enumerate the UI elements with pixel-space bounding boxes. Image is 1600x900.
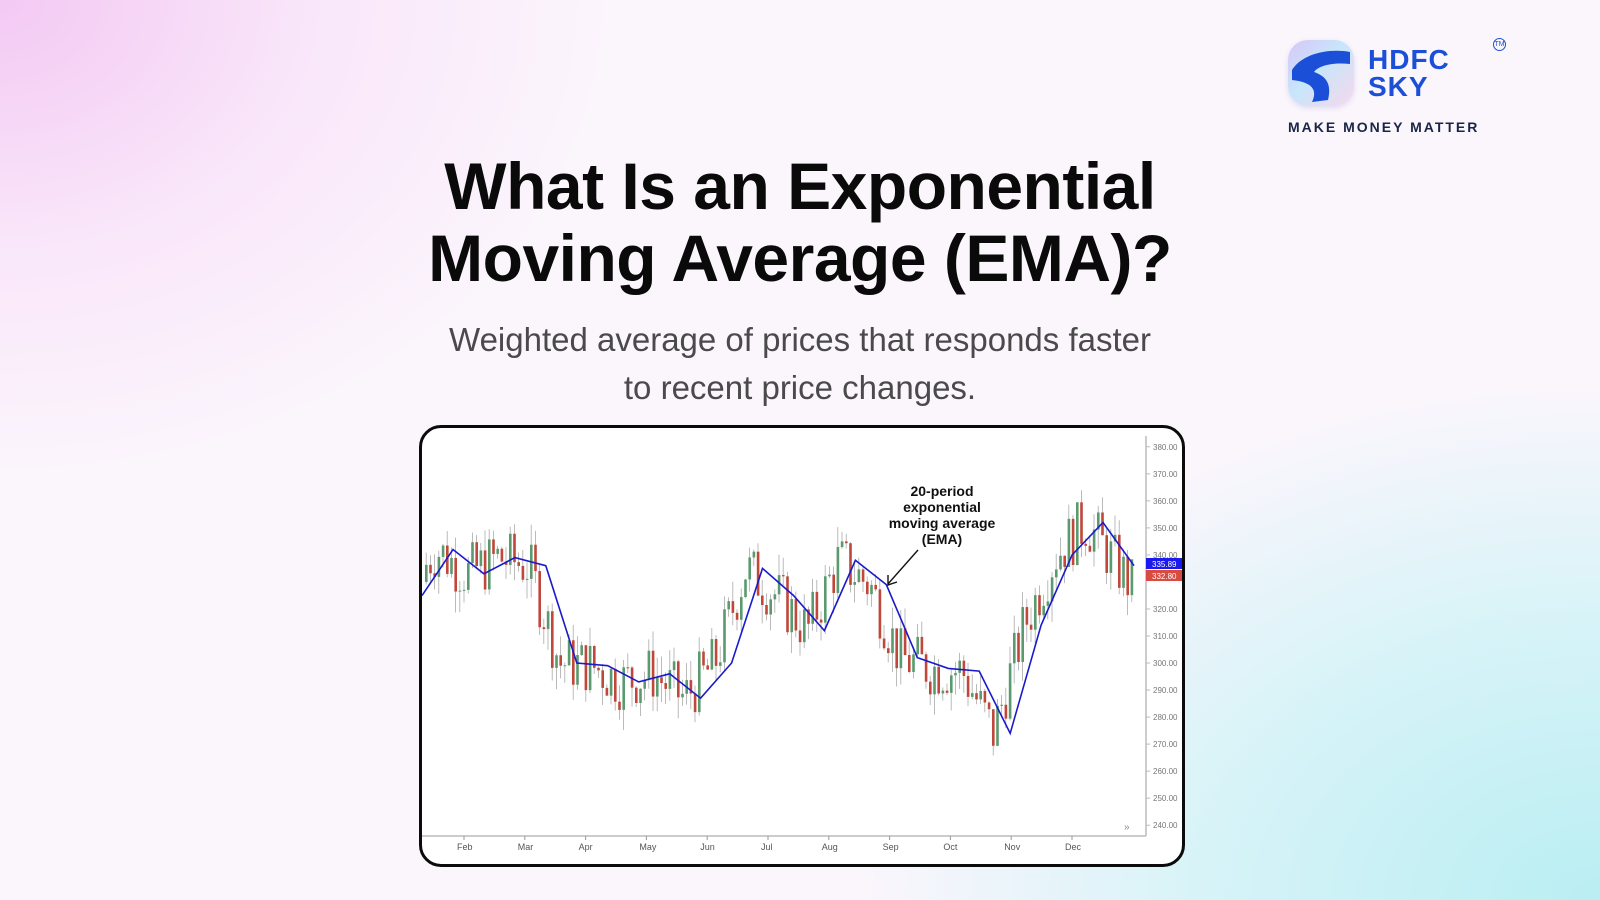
svg-text:350.00: 350.00 xyxy=(1153,524,1178,533)
subtitle-line-1: Weighted average of prices that responds… xyxy=(449,321,1151,358)
annotation-line-3: moving average xyxy=(888,515,996,531)
svg-text:May: May xyxy=(639,842,657,852)
svg-text:Sep: Sep xyxy=(883,842,899,852)
svg-text:Aug: Aug xyxy=(822,842,838,852)
brand-logo: HDFC SKY TM xyxy=(1288,38,1508,140)
annotation-line-1: 20-period xyxy=(910,483,974,499)
svg-text:332.80: 332.80 xyxy=(1152,572,1177,581)
svg-text:310.00: 310.00 xyxy=(1153,632,1178,641)
brand-name-line1: HDFC xyxy=(1368,44,1450,75)
svg-text:340.00: 340.00 xyxy=(1153,551,1178,560)
svg-text:270.00: 270.00 xyxy=(1153,740,1178,749)
brand-name: HDFC SKY xyxy=(1368,44,1450,102)
svg-text:335.89: 335.89 xyxy=(1152,560,1177,569)
svg-text:300.00: 300.00 xyxy=(1153,659,1178,668)
svg-text:»: » xyxy=(1124,822,1130,833)
svg-text:Mar: Mar xyxy=(518,842,534,852)
chart-canvas: 380.00 370.00 360.00 350.00 340.00 320.00 310.… xyxy=(422,436,1182,852)
svg-text:Apr: Apr xyxy=(579,842,593,852)
svg-text:Dec: Dec xyxy=(1065,842,1082,852)
subtitle-line-2: to recent price changes. xyxy=(623,369,977,406)
ema-chart: 380.00 370.00 360.00 350.00 340.00 320.00 310.… xyxy=(419,425,1185,867)
svg-text:Oct: Oct xyxy=(943,842,958,852)
svg-text:290.00: 290.00 xyxy=(1153,686,1178,695)
svg-text:380.00: 380.00 xyxy=(1153,443,1178,452)
brand-name-line2: SKY xyxy=(1368,71,1429,102)
title-line-2: Moving Average (EMA)? xyxy=(428,221,1172,295)
svg-text:250.00: 250.00 xyxy=(1153,794,1178,803)
page-subtitle: Weighted average of prices that responds… xyxy=(0,316,1600,412)
annotation-line-4: (EMA) xyxy=(921,531,963,547)
svg-text:260.00: 260.00 xyxy=(1153,767,1178,776)
last-price-tag xyxy=(1146,570,1182,581)
svg-text:Jun: Jun xyxy=(700,842,715,852)
page-title: What Is an Exponential Moving Average (E… xyxy=(0,150,1600,294)
svg-text:Feb: Feb xyxy=(457,842,473,852)
hdfc-sky-logo-icon xyxy=(1288,40,1354,106)
svg-text:Jul: Jul xyxy=(761,842,773,852)
ema-price-tag xyxy=(1146,558,1182,569)
brand-tagline: MAKE MONEY MATTER xyxy=(1288,119,1480,135)
title-line-1: What Is an Exponential xyxy=(444,149,1156,223)
svg-text:Nov: Nov xyxy=(1004,842,1021,852)
svg-text:320.00: 320.00 xyxy=(1153,605,1178,614)
annotation-line-2: exponential xyxy=(903,499,981,515)
ema-annotation: 20-period exponential moving average (EM… xyxy=(872,483,1012,547)
trademark-badge: TM xyxy=(1493,38,1506,51)
svg-text:240.00: 240.00 xyxy=(1153,821,1178,830)
svg-text:280.00: 280.00 xyxy=(1153,713,1178,722)
svg-text:360.00: 360.00 xyxy=(1153,497,1178,506)
svg-text:370.00: 370.00 xyxy=(1153,470,1178,479)
